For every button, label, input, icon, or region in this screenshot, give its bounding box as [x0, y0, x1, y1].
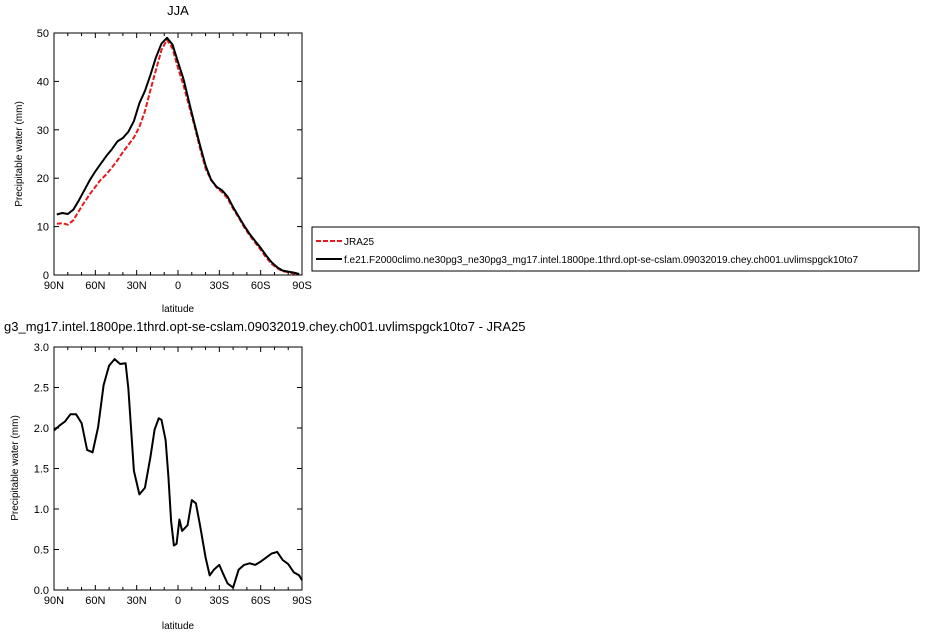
chart-bottom-y-tick-label: 1.0: [34, 504, 49, 516]
chart-bottom: g3_mg17.intel.1800pe.1thrd.opt-se-cslam.…: [4, 319, 526, 632]
legend-label-model: f.e21.F2000climo.ne30pg3_ne30pg3_mg17.in…: [344, 255, 858, 266]
chart-bottom-frame: [53, 346, 303, 591]
chart-top-x-tick-label: 0: [175, 280, 181, 292]
chart-top-x-tick-label: 30S: [210, 280, 230, 292]
chart-bottom-x-tick-label: 0: [175, 595, 181, 607]
chart-bottom-ylabel: Precipitable water (mm): [10, 415, 21, 521]
legend-box: [311, 226, 920, 272]
chart-bottom-title: g3_mg17.intel.1800pe.1thrd.opt-se-cslam.…: [4, 319, 526, 334]
chart-bottom-ticks: 90N 60N 30N 0 30S 60S 90S 0.0 0.5 1.0 1.5 2.0 2.5 3.0: [34, 342, 312, 607]
chart-bottom-y-tick-label: 3.0: [34, 342, 49, 354]
chart-top-y-tick-label: 30: [37, 125, 49, 137]
chart-top-y-tick-label: 10: [37, 222, 49, 234]
chart-bottom-xlabel: latitude: [162, 621, 195, 632]
chart-top-title: JJA: [167, 3, 189, 18]
legend-label-jra25: JRA25: [344, 237, 374, 248]
chart-top-x-tick-label: 90S: [292, 280, 312, 292]
chart-top-series-line-0: [56, 38, 300, 276]
chart-top-x-tick-label: 60S: [251, 280, 271, 292]
chart-top: JJA 90N 60N 30N 0 30S 60S 90S 0 10 20 30 40 50 latit…: [14, 3, 312, 315]
chart-bottom-y-tick-label: 2.0: [34, 423, 49, 435]
legend: JRA25 f.e21.F2000climo.ne30pg3_ne30pg3_m…: [311, 226, 920, 272]
chart-top-series: [56, 36, 300, 276]
chart-bottom-x-tick-label: 60S: [251, 595, 271, 607]
chart-bottom-x-tick-label: 60N: [85, 595, 105, 607]
chart-top-y-tick-label: 20: [37, 173, 49, 185]
chart-bottom-x-tick-label: 90N: [44, 595, 64, 607]
chart-top-x-tick-label: 30N: [127, 280, 147, 292]
chart-top-ylabel: Precipitable water (mm): [14, 101, 25, 207]
chart-bottom-y-tick-label: 1.5: [34, 464, 49, 476]
chart-bottom-series: [53, 358, 303, 589]
chart-bottom-y-tick-label: 0.5: [34, 545, 49, 557]
chart-bottom-y-tick-label: 0.0: [34, 585, 49, 597]
chart-top-y-tick-label: 50: [37, 28, 49, 40]
chart-bottom-x-tick-label: 30S: [210, 595, 230, 607]
chart-top-xlabel: latitude: [162, 304, 195, 315]
chart-bottom-x-tick-label: 30N: [127, 595, 147, 607]
chart-bottom-y-tick-label: 2.5: [34, 383, 49, 395]
chart-top-ticks: 90N 60N 30N 0 30S 60S 90S 0 10 20 30 40 50: [37, 28, 312, 292]
chart-top-y-tick-label: 40: [37, 76, 49, 88]
chart-bottom-x-tick-label: 90S: [292, 595, 312, 607]
chart-top-series-line-1: [56, 36, 300, 275]
chart-top-x-tick-label: 90N: [44, 280, 64, 292]
chart-top-x-tick-label: 60N: [85, 280, 105, 292]
chart-top-y-tick-label: 0: [43, 270, 49, 282]
chart-bottom-series-line-0: [53, 358, 303, 589]
